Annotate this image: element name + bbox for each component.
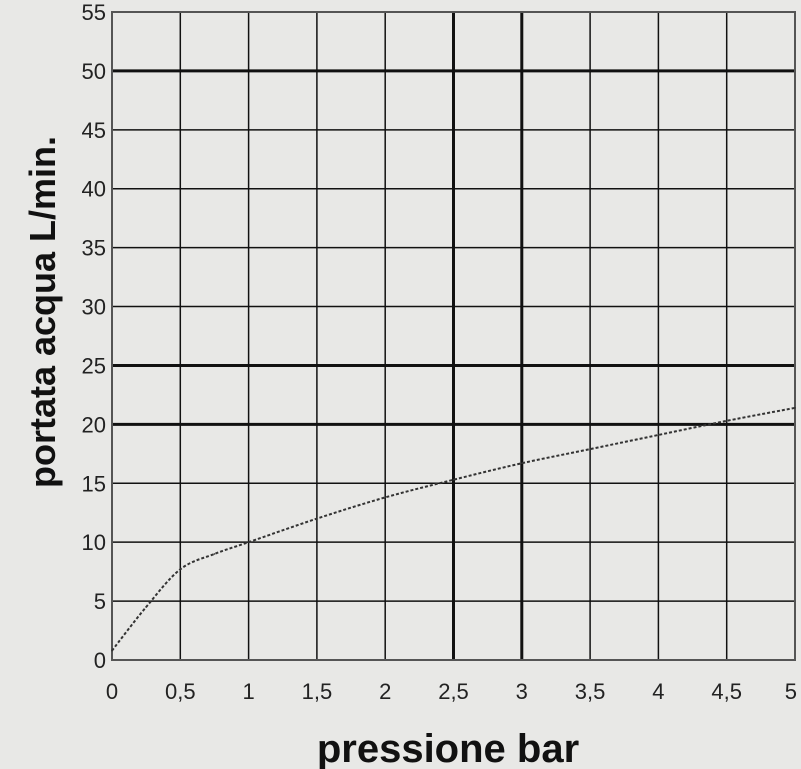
- x-tick-label-0-5: 0,5: [165, 679, 196, 704]
- series-point-1-3: [213, 553, 216, 555]
- y-tick-label-45: 45: [82, 118, 106, 143]
- y-tick-label-5: 5: [94, 589, 106, 614]
- x-tick-label-5: 5: [785, 679, 797, 704]
- series-point-1-6: [384, 496, 387, 499]
- series-point-1-4: [247, 541, 250, 543]
- x-tick-label-4: 4: [652, 679, 664, 704]
- y-tick-label-50: 50: [82, 59, 106, 84]
- x-tick-label-1: 1: [242, 679, 254, 704]
- y-tick-label-55: 55: [82, 0, 106, 25]
- x-tick-label-4-5: 4,5: [711, 679, 742, 704]
- x-tick-label-3-5: 3,5: [575, 679, 606, 704]
- series-point-1-11: [725, 420, 728, 422]
- series-point-1-12: [794, 407, 796, 409]
- tick-layer: 0 0,5 1 1,5 2 2,5 3 3,5 4 4,5 50510152025303540455…: [82, 0, 797, 704]
- y-tick-label-35: 35: [82, 236, 106, 261]
- x-tick-label-3: 3: [516, 679, 528, 704]
- y-tick-label-15: 15: [82, 471, 106, 496]
- series-point-1-2: [179, 568, 182, 571]
- series-point-1-10: [657, 434, 660, 436]
- x-tick-label-2: 2: [379, 679, 391, 704]
- grid-layer: [111, 11, 796, 661]
- y-tick-label-40: 40: [82, 177, 106, 202]
- series-line-1: [111, 406, 796, 652]
- series-point-1-1: [145, 606, 147, 608]
- series-layer: [111, 406, 796, 652]
- plot-frame: [111, 11, 796, 661]
- x-tick-label-2-5: 2,5: [438, 679, 469, 704]
- y-tick-label-30: 30: [82, 295, 106, 320]
- x-tick-label-1-5: 1,5: [302, 679, 333, 704]
- y-tick-label-0: 0: [94, 648, 106, 673]
- y-tick-label-25: 25: [82, 353, 106, 378]
- x-tick-label-0: 0: [106, 679, 118, 704]
- series-point-1-5: [316, 517, 318, 520]
- y-tick-label-10: 10: [82, 530, 106, 555]
- series-point-1-8: [521, 462, 523, 465]
- series-point-1-9: [589, 448, 591, 450]
- y-axis-title: portata acqua L/min.: [22, 136, 63, 488]
- y-tick-label-20: 20: [82, 412, 106, 437]
- x-axis-title: pressione bar: [317, 727, 579, 769]
- series-point-1-0: [111, 649, 113, 652]
- series-point-1-7: [452, 478, 455, 481]
